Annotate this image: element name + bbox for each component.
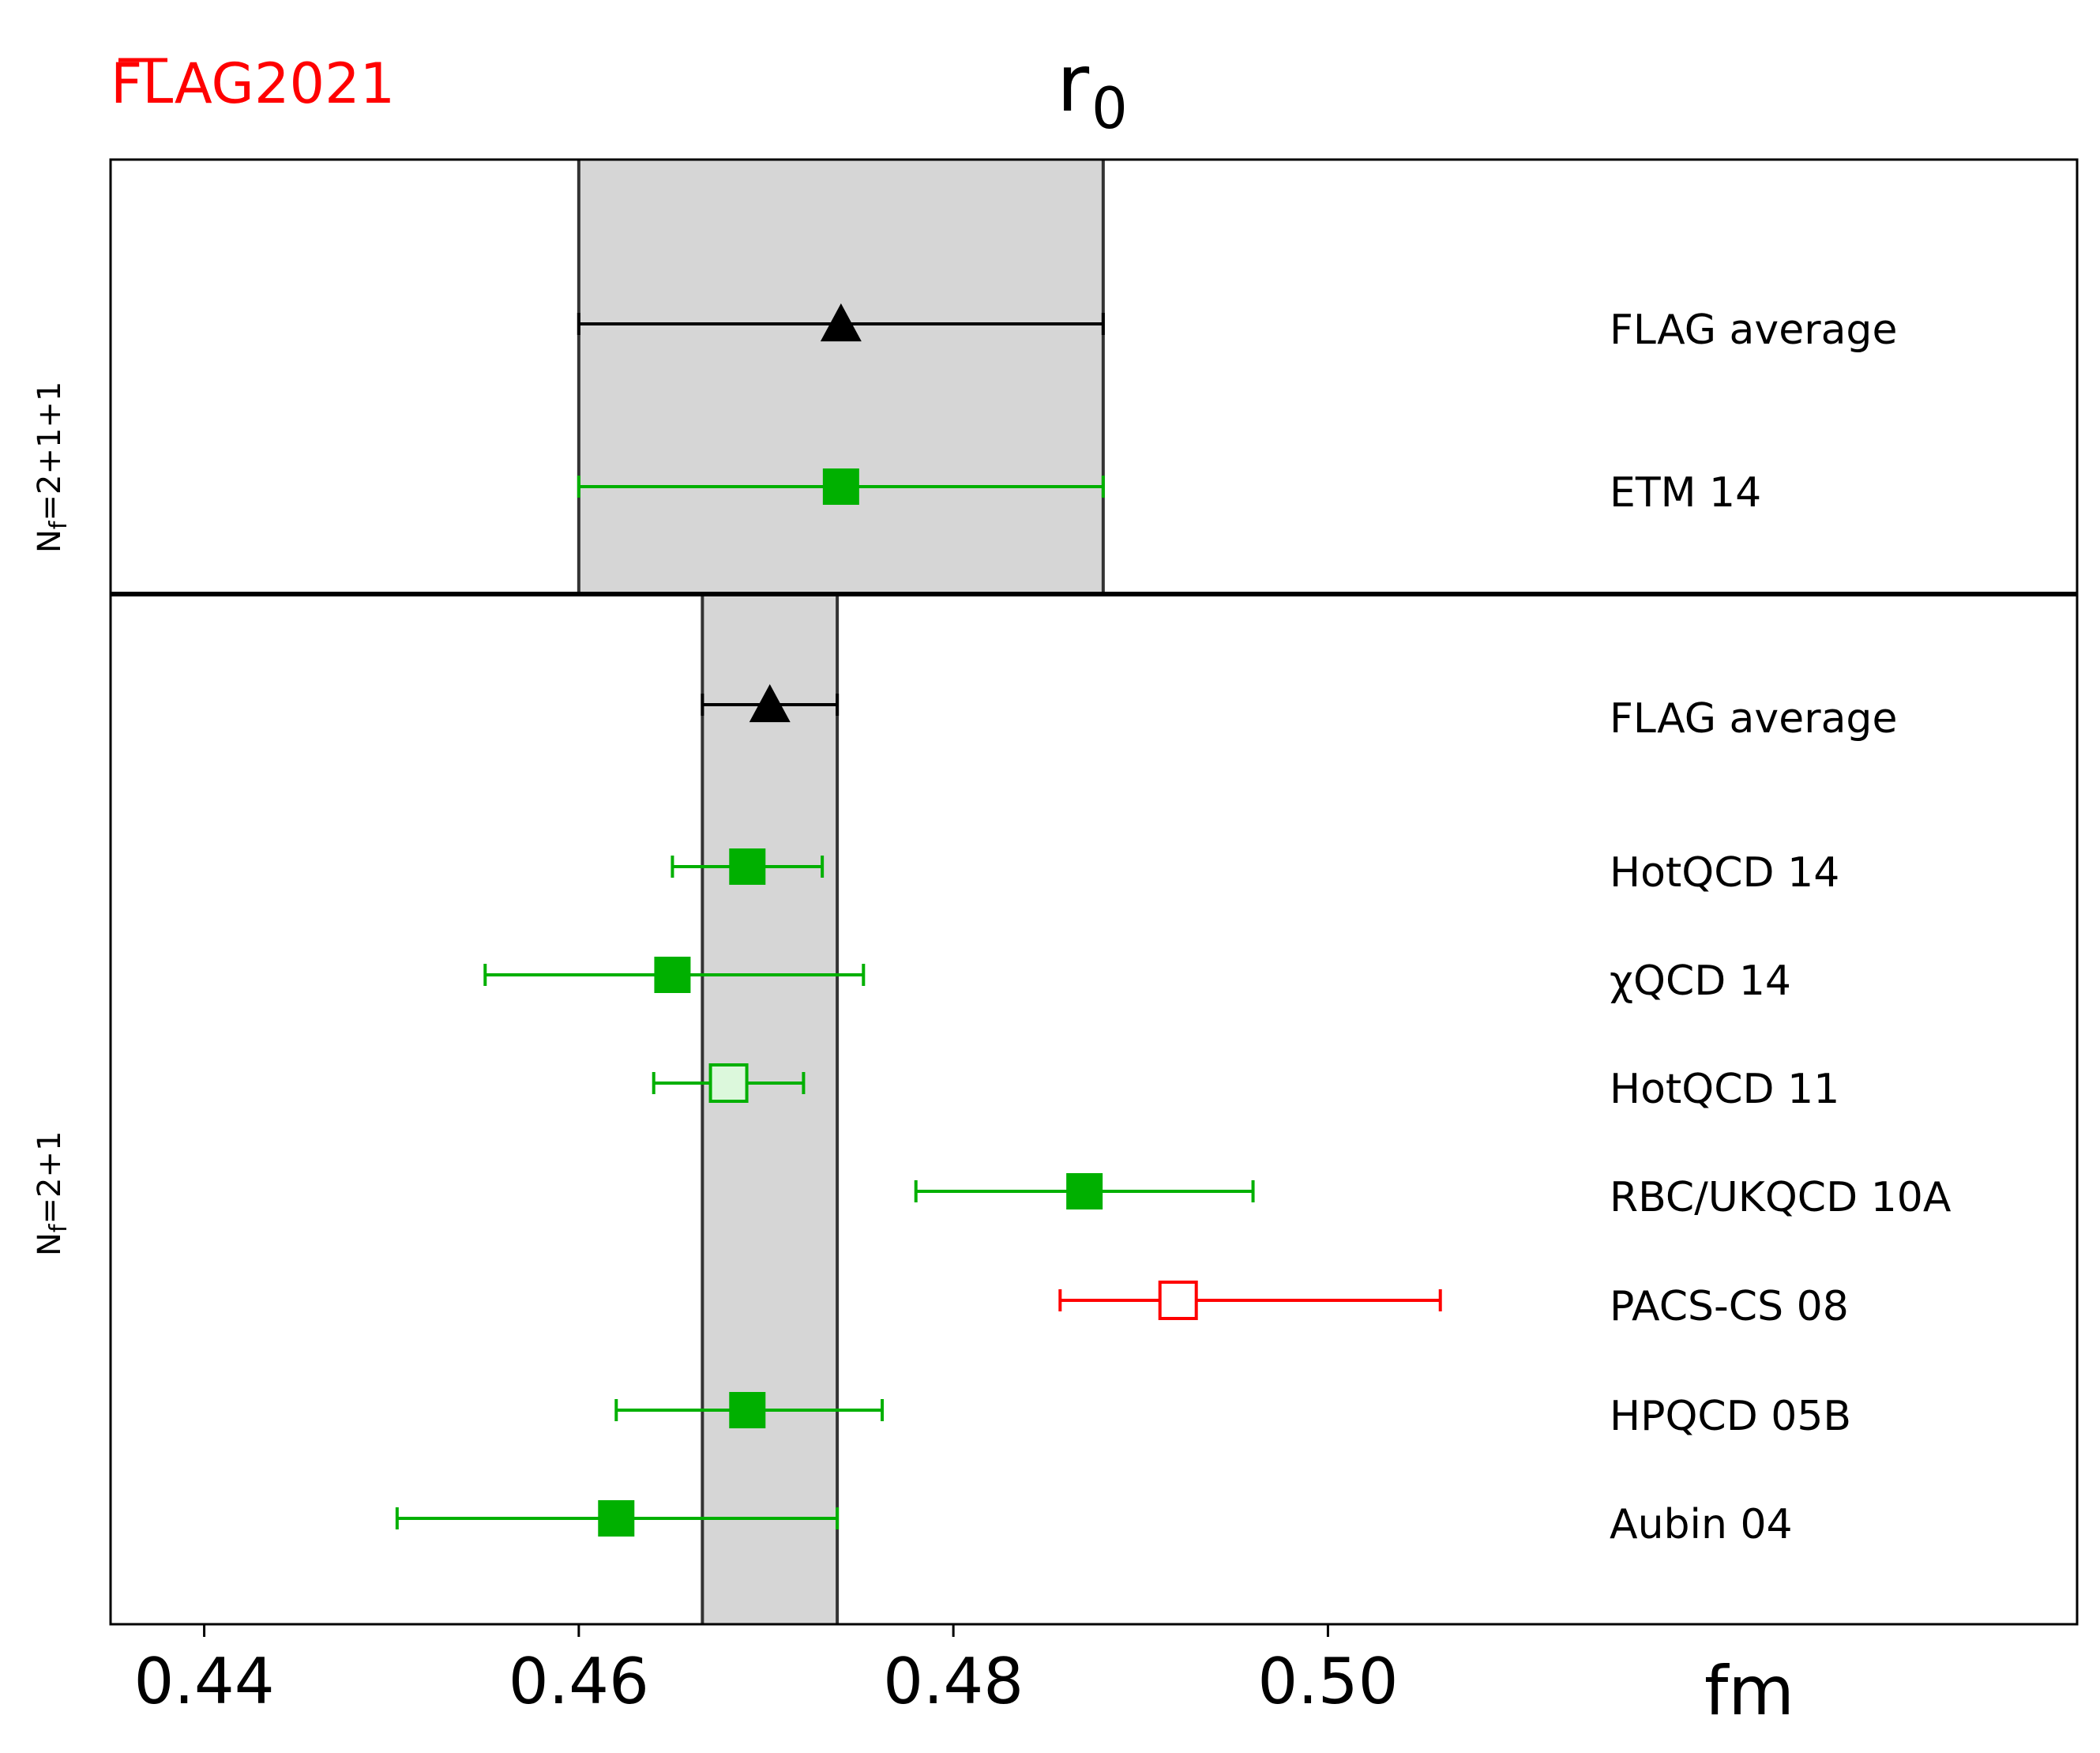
chart-title-main: r [1057,37,1090,130]
flag-logo-year: 2021 [254,51,395,116]
data-point [577,468,1105,505]
panel-label-2p1-rest: =2+1 [32,1131,68,1224]
data-point [614,1392,885,1428]
square-marker [729,848,766,885]
panel-label-2p1p1-sub: f [45,520,73,529]
square-marker [1158,1281,1198,1320]
average-marker [749,684,791,723]
data-point [671,848,825,885]
entry-label: FLAG average [1610,307,1897,354]
x-tick-label: 0.48 [883,1645,1024,1718]
chart-title: r 0 [1057,37,1128,141]
data-point [483,957,866,993]
entry-label: χQCD 14 [1610,957,1791,1005]
x-tick-label: 0.46 [509,1645,649,1718]
svg-text:Nf=2+1+1: Nf=2+1+1 [32,382,73,553]
panel-label-2p1-sub: f [45,1223,73,1232]
square-marker [654,957,691,993]
entry-label: HotQCD 11 [1610,1066,1839,1113]
entry-label: Aubin 04 [1610,1501,1793,1548]
x-axis-label: fm [1704,1652,1794,1731]
average-band [702,594,838,1624]
panel-label-2p1p1: Nf=2+1+1 [32,382,73,553]
square-marker [708,1063,749,1103]
x-tick-label: 0.44 [134,1645,275,1718]
panel-label-2p1p1-main: N [32,529,68,553]
panel-label-2p1-main: N [32,1232,68,1256]
flag-logo: FLAG 2021 [111,51,395,116]
entry-labels: FLAG average ETM 14 FLAG average HotQCD 14 χ… [1610,307,1952,1548]
data-point [1058,1281,1442,1320]
entry-label: RBC/UKQCD 10A [1610,1174,1952,1221]
chart-title-sub: 0 [1091,75,1128,141]
x-axis: 0.44 0.46 0.48 0.50 [134,1624,1398,1718]
panel-label-2p1: Nf=2+1 [32,1131,73,1256]
average-marker [820,303,862,342]
entry-label: ETM 14 [1610,469,1761,517]
axes-border [109,158,2079,1626]
square-marker [822,468,859,505]
average-bands [577,160,1105,1624]
entry-label: FLAG average [1610,695,1897,743]
square-marker [1066,1173,1103,1209]
flag-logo-text: FLAG [111,51,254,116]
plot-frame [109,158,2079,1626]
entry-label: HPQCD 05B [1610,1393,1851,1440]
data-point [577,303,1105,342]
x-tick-label: 0.50 [1257,1645,1398,1718]
data-point [701,684,840,723]
svg-text:Nf=2+1: Nf=2+1 [32,1131,73,1256]
square-marker [598,1500,635,1537]
square-marker [729,1392,766,1428]
entry-label: HotQCD 14 [1610,849,1839,897]
data-points [395,303,1442,1537]
panel-label-2p1p1-rest: =2+1+1 [32,382,68,521]
data-point [914,1173,1255,1209]
average-band [578,160,1103,594]
entry-label: PACS-CS 08 [1610,1283,1849,1330]
data-point [652,1063,806,1103]
data-point [395,1500,840,1537]
